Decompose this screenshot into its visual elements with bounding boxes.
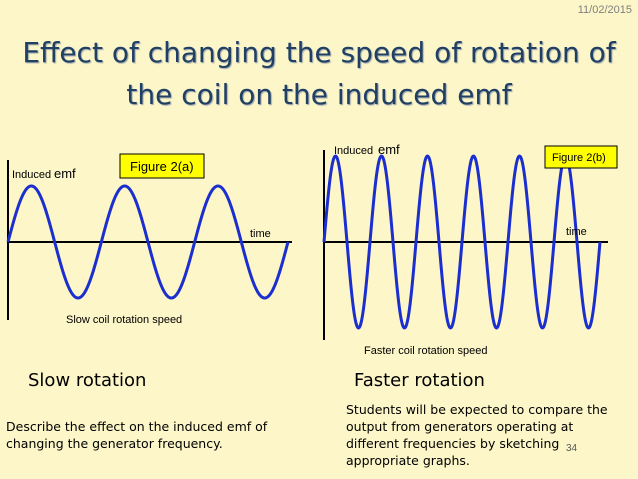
x-axis-label: time xyxy=(566,226,587,238)
note-left: Describe the effect on the induced emf o… xyxy=(6,419,268,451)
caption-fast: Faster rotation xyxy=(354,370,485,391)
y-axis-label-prefix: Induced xyxy=(12,169,51,181)
figure-label-box xyxy=(119,153,205,179)
figure-label: Figure 2(a) xyxy=(130,159,194,174)
slide-title: Effect of changing the speed of rotation… xyxy=(0,32,638,116)
title-line-1: Effect of changing the speed of rotation… xyxy=(22,36,616,69)
note-right: Students will be expected to compare the… xyxy=(346,402,608,468)
y-axis-label-emf: emf xyxy=(54,166,76,181)
chart-slow-rotation: Induced emf time Figure 2(a) Slow coil r… xyxy=(6,153,292,326)
figure-label: Figure 2(b) xyxy=(552,152,606,164)
chart-subtitle: Faster coil rotation speed xyxy=(364,345,488,357)
figure-label-box xyxy=(544,145,618,169)
chart-subtitle: Slow coil rotation speed xyxy=(66,314,182,326)
y-axis-label-emf: emf xyxy=(378,142,400,157)
x-axis-label: time xyxy=(250,228,271,240)
caption-slow: Slow rotation xyxy=(28,370,147,391)
emf-wave xyxy=(6,184,290,300)
page-number: 34 xyxy=(566,443,578,454)
chart-fast-rotation: Induced emf time Figure 2(b) Faster coil… xyxy=(322,142,618,357)
title-line-2: the coil on the induced emf xyxy=(126,78,512,111)
emf-wave xyxy=(322,154,602,330)
slide-date: 11/02/2015 xyxy=(577,4,632,16)
y-axis-label-prefix: Induced xyxy=(334,145,373,157)
